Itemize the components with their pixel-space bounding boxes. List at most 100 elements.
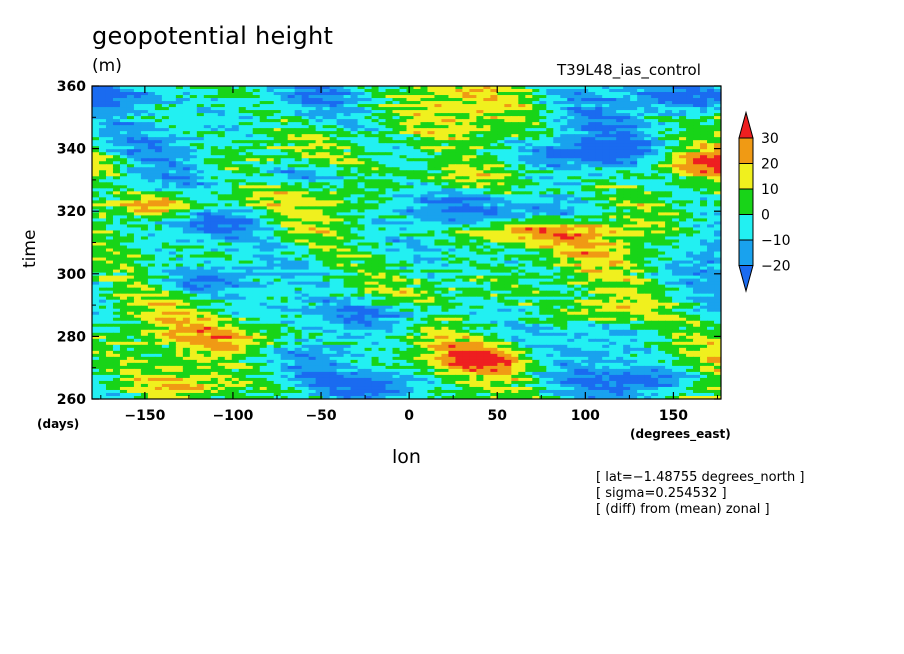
- heatmap-cell: [161, 89, 170, 93]
- heatmap-cell: [266, 176, 275, 180]
- heatmap-cell: [336, 209, 345, 213]
- heatmap-cell: [301, 200, 310, 204]
- heatmap-cell: [532, 224, 540, 229]
- heatmap-cell: [287, 146, 296, 150]
- heatmap-cell: [126, 104, 135, 108]
- heatmap-cell: [133, 191, 142, 195]
- heatmap-cell: [609, 239, 617, 244]
- heatmap-cell: [315, 236, 324, 241]
- heatmap-cell: [231, 98, 240, 102]
- heatmap-cell: [336, 221, 345, 226]
- heatmap-cell: [434, 206, 443, 210]
- heatmap-cell: [448, 185, 457, 189]
- heatmap-cell: [322, 92, 331, 96]
- heatmap-cell: [266, 179, 275, 183]
- heatmap-cell: [329, 152, 338, 156]
- heatmap-cell: [420, 155, 429, 159]
- heatmap-cell: [490, 185, 498, 189]
- heatmap-cell: [630, 197, 638, 201]
- heatmap-cell: [602, 152, 610, 156]
- heatmap-cell: [672, 188, 680, 192]
- heatmap-cell: [308, 227, 317, 232]
- heatmap-cell: [490, 95, 498, 99]
- heatmap-cell: [504, 209, 512, 213]
- heatmap-cell: [539, 245, 547, 250]
- heatmap-cell: [511, 173, 519, 177]
- heatmap-cell: [217, 143, 226, 147]
- heatmap-cell: [714, 233, 721, 238]
- heatmap-cell: [420, 239, 429, 244]
- heatmap-cell: [462, 110, 470, 114]
- heatmap-cell: [672, 146, 680, 150]
- heatmap-cell: [455, 107, 464, 111]
- heatmap-cell: [511, 158, 519, 162]
- heatmap-cell: [364, 125, 373, 129]
- heatmap-cell: [364, 185, 373, 189]
- heatmap-cell: [315, 89, 324, 93]
- heatmap-cell: [287, 170, 296, 174]
- heatmap-cell: [644, 122, 652, 126]
- heatmap-cell: [231, 251, 240, 256]
- heatmap-cell: [518, 161, 526, 165]
- heatmap-cell: [539, 128, 547, 132]
- heatmap-cell: [364, 86, 373, 90]
- heatmap-cell: [483, 131, 491, 135]
- heatmap-cell: [147, 248, 156, 253]
- heatmap-cell: [196, 125, 205, 129]
- heatmap-cell: [546, 140, 554, 144]
- heatmap-cell: [693, 131, 701, 135]
- heatmap-cell: [686, 152, 694, 156]
- heatmap-cell: [469, 185, 477, 189]
- heatmap-cell: [455, 170, 464, 174]
- heatmap-cell: [672, 116, 680, 120]
- heatmap-cell: [245, 158, 254, 162]
- heatmap-cell: [518, 146, 526, 150]
- heatmap-cell: [105, 212, 114, 217]
- heatmap-cell: [287, 158, 296, 162]
- heatmap-cell: [511, 152, 519, 156]
- heatmap-cell: [511, 161, 519, 165]
- heatmap-cell: [385, 212, 394, 217]
- heatmap-cell: [343, 140, 352, 144]
- heatmap-cell: [637, 173, 645, 177]
- heatmap-cell: [294, 113, 303, 117]
- heatmap-cell: [161, 161, 170, 165]
- heatmap-cell: [210, 113, 219, 117]
- heatmap-cell: [182, 188, 191, 192]
- heatmap-cell: [350, 203, 359, 207]
- heatmap-cell: [266, 191, 275, 195]
- heatmap-cell: [245, 224, 254, 229]
- heatmap-cell: [301, 137, 310, 141]
- heatmap-cell: [483, 155, 491, 159]
- heatmap-cell: [343, 203, 352, 207]
- heatmap-cell: [357, 131, 366, 135]
- heatmap-cell: [371, 107, 380, 111]
- heatmap-cell: [294, 188, 303, 192]
- heatmap-cell: [161, 176, 170, 180]
- heatmap-cell: [385, 113, 394, 117]
- heatmap-cell: [665, 140, 673, 144]
- heatmap-cell: [441, 203, 450, 207]
- heatmap-cell: [315, 140, 324, 144]
- heatmap-cell: [700, 131, 708, 135]
- heatmap-cell: [371, 233, 380, 238]
- heatmap-cell: [609, 134, 617, 138]
- heatmap-cell: [693, 116, 701, 120]
- heatmap-cell: [273, 242, 282, 247]
- heatmap-cell: [672, 194, 680, 198]
- heatmap-cell: [420, 185, 429, 189]
- heatmap-cell: [616, 125, 624, 129]
- heatmap-cell: [630, 122, 638, 126]
- heatmap-cell: [336, 200, 345, 204]
- heatmap-cell: [595, 146, 603, 150]
- heatmap-cell: [553, 161, 561, 165]
- heatmap-cell: [595, 185, 603, 189]
- heatmap-cell: [616, 167, 624, 171]
- heatmap-cell: [420, 197, 429, 201]
- heatmap-cell: [462, 203, 470, 207]
- heatmap-cell: [448, 173, 457, 177]
- heatmap-cell: [427, 227, 436, 232]
- heatmap-cell: [427, 206, 436, 210]
- heatmap-cell: [525, 143, 533, 147]
- heatmap-cell: [609, 119, 617, 123]
